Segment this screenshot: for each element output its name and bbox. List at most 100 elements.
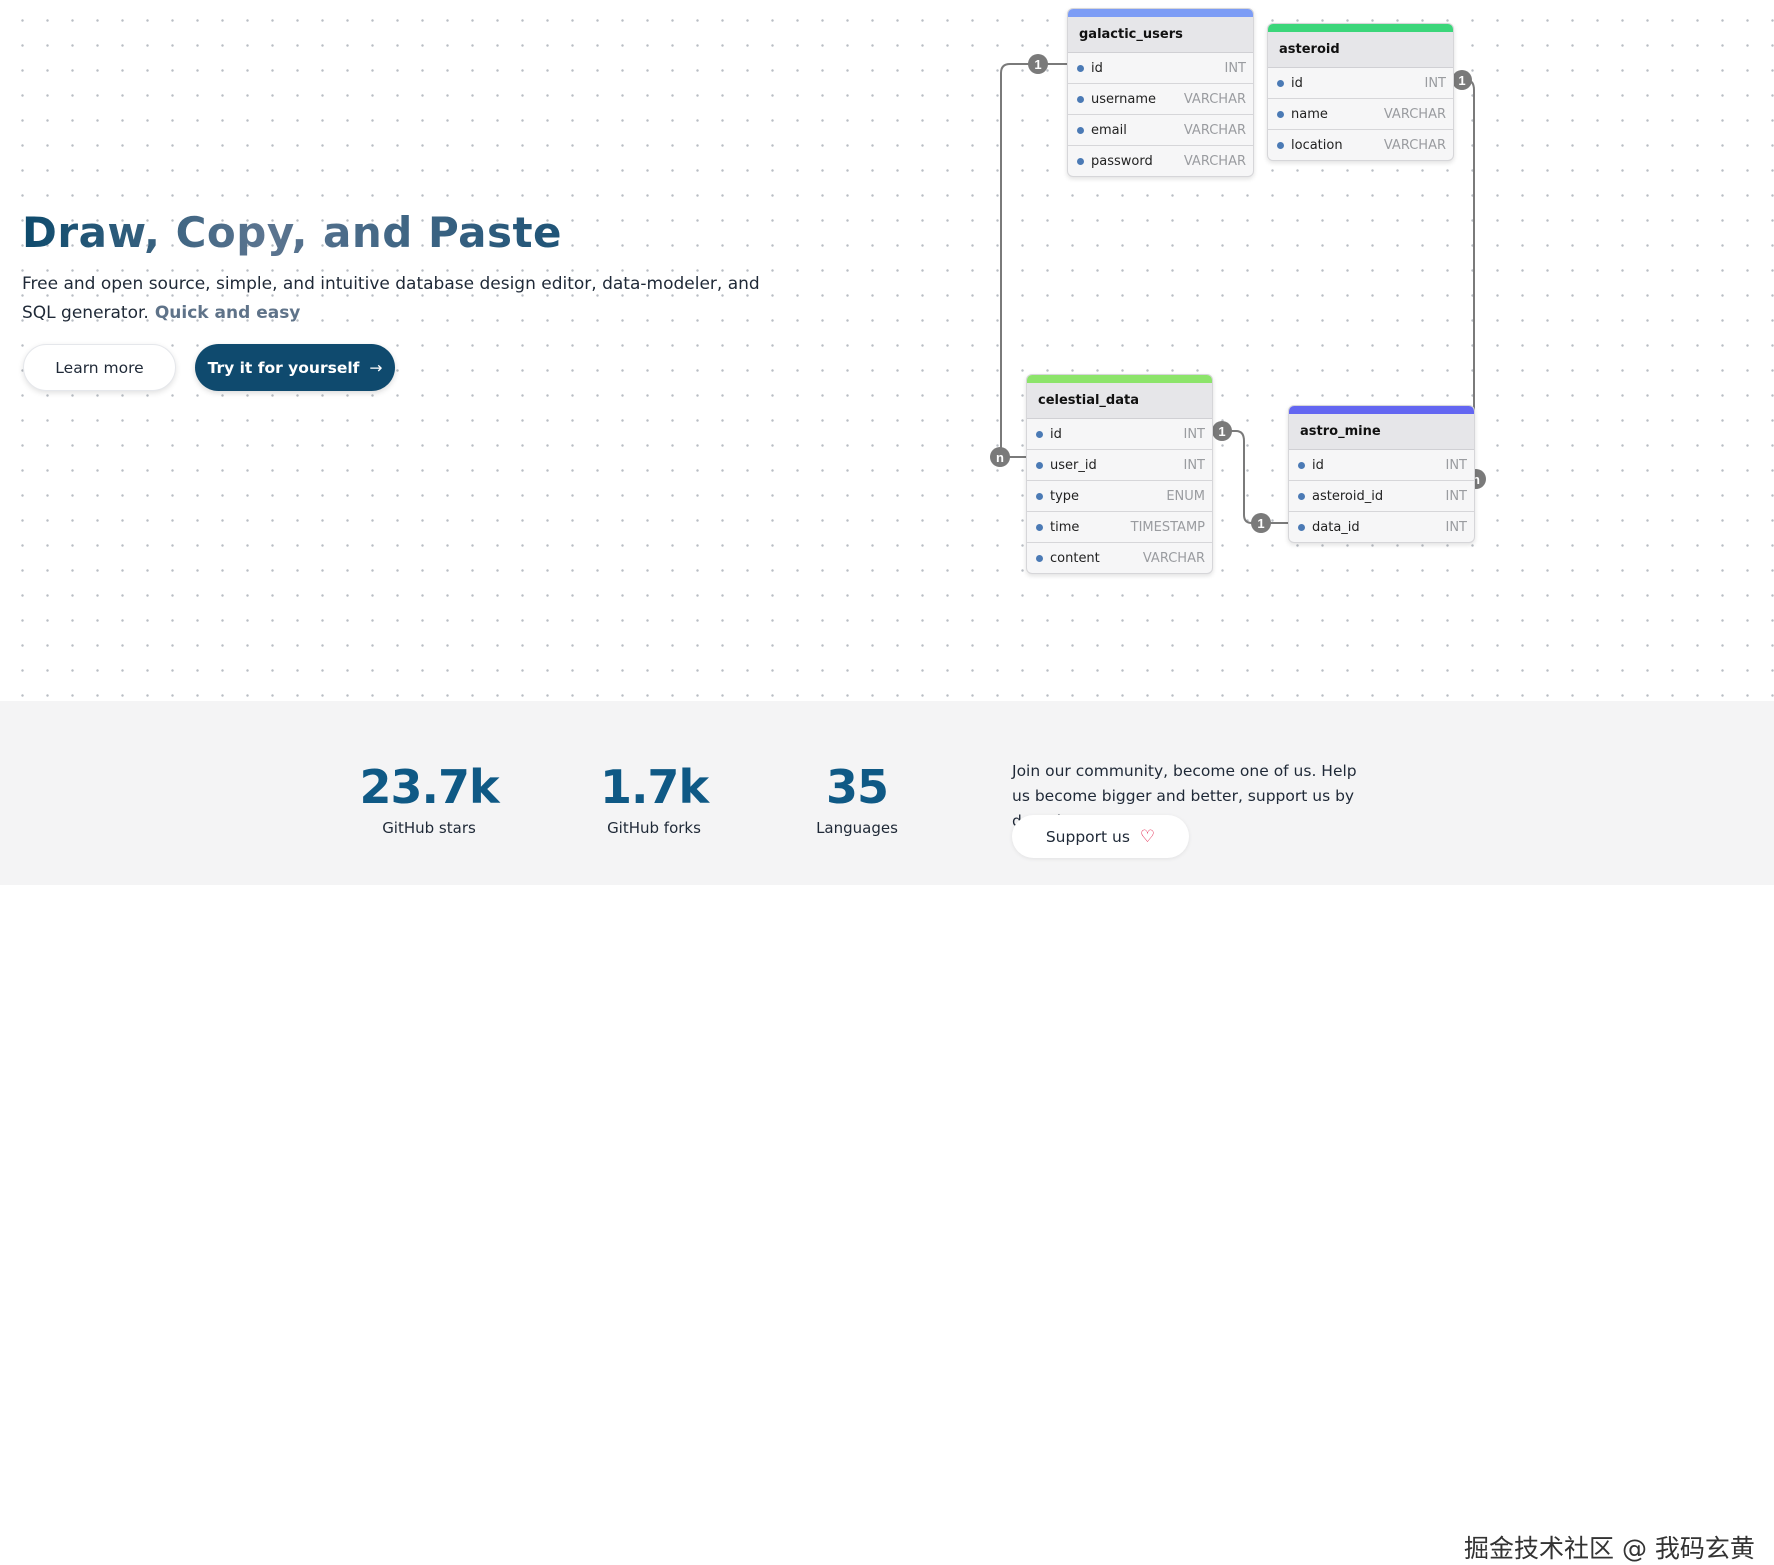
table-galactic-users[interactable]: galactic_users id INT username VARCHAR email V…	[1067, 8, 1254, 177]
field-name: user_id	[1050, 457, 1097, 473]
field-type: VARCHAR	[1142, 550, 1205, 566]
table-field[interactable]: username VARCHAR	[1068, 84, 1253, 115]
table-field[interactable]: password VARCHAR	[1068, 146, 1253, 176]
stat-languages: 35 Languages	[757, 761, 957, 837]
field-dot-icon	[1077, 95, 1084, 103]
field-name: id	[1091, 60, 1103, 76]
stat-github-forks: 1.7k GitHub forks	[554, 761, 754, 837]
table-field[interactable]: data_id INT	[1289, 512, 1474, 542]
field-name: password	[1091, 153, 1153, 169]
hero-title: Draw, Copy, and Paste	[22, 208, 563, 257]
field-name: content	[1050, 550, 1100, 566]
field-type: VARCHAR	[1183, 153, 1246, 169]
field-name: id	[1291, 75, 1303, 91]
field-name: username	[1091, 91, 1156, 107]
hero-highlight: Quick and easy	[154, 303, 301, 323]
table-field[interactable]: time TIMESTAMP	[1027, 512, 1212, 543]
table-field[interactable]: content VARCHAR	[1027, 543, 1212, 573]
field-name: location	[1291, 137, 1343, 153]
table-field[interactable]: name VARCHAR	[1268, 99, 1453, 130]
field-dot-icon	[1036, 554, 1043, 562]
field-dot-icon	[1277, 79, 1284, 87]
field-dot-icon	[1077, 157, 1084, 165]
stat-label: GitHub forks	[607, 819, 701, 837]
field-name: id	[1050, 426, 1062, 442]
field-dot-icon	[1277, 141, 1284, 149]
field-type: TIMESTAMP	[1130, 519, 1205, 535]
field-dot-icon	[1277, 110, 1284, 118]
table-color-bar	[1027, 375, 1212, 383]
field-type: INT	[1183, 457, 1206, 473]
table-field[interactable]: email VARCHAR	[1068, 115, 1253, 146]
svg-text:1: 1	[1218, 424, 1225, 439]
try-it-button[interactable]: Try it for yourself →	[195, 344, 395, 391]
stat-label: Languages	[816, 819, 898, 837]
field-name: data_id	[1312, 519, 1360, 535]
table-field[interactable]: asteroid_id INT	[1289, 481, 1474, 512]
arrow-right-icon: →	[369, 358, 383, 377]
cardinality-badge: 1	[1251, 513, 1271, 533]
field-type: VARCHAR	[1383, 137, 1446, 153]
field-type: INT	[1183, 426, 1206, 442]
field-type: INT	[1445, 488, 1468, 504]
table-name[interactable]: celestial_data	[1027, 383, 1212, 419]
field-name: type	[1050, 488, 1080, 504]
field-type: VARCHAR	[1383, 106, 1446, 122]
field-type: INT	[1445, 519, 1468, 535]
table-field[interactable]: id INT	[1289, 450, 1474, 481]
field-type: VARCHAR	[1183, 122, 1246, 138]
relationship-line	[1211, 430, 1288, 524]
relationship-lines: 1 n 1 n 1 1	[990, 54, 1486, 533]
table-field[interactable]: id INT	[1068, 53, 1253, 84]
heart-icon: ♡	[1139, 826, 1156, 847]
field-dot-icon	[1036, 523, 1043, 531]
table-color-bar	[1289, 406, 1474, 414]
stats-footer: 23.7k GitHub stars 1.7k GitHub forks 35 …	[0, 701, 1774, 1563]
table-field[interactable]: id INT	[1027, 419, 1212, 450]
svg-text:n: n	[996, 450, 1004, 465]
table-name[interactable]: astro_mine	[1289, 414, 1474, 450]
field-type: INT	[1445, 457, 1468, 473]
cardinality-badge: 1	[1028, 54, 1048, 74]
field-dot-icon	[1298, 461, 1305, 469]
field-dot-icon	[1298, 492, 1305, 500]
cardinality-badge: 1	[1452, 70, 1472, 90]
cardinality-badge: 1	[1212, 421, 1232, 441]
field-name: asteroid_id	[1312, 488, 1384, 504]
field-type: VARCHAR	[1183, 91, 1246, 107]
field-type: ENUM	[1166, 488, 1205, 504]
field-name: name	[1291, 106, 1328, 122]
field-name: id	[1312, 457, 1324, 473]
field-dot-icon	[1036, 492, 1043, 500]
table-field[interactable]: id INT	[1268, 68, 1453, 99]
svg-text:1: 1	[1257, 516, 1264, 531]
support-us-label: Support us	[1045, 827, 1130, 846]
learn-more-button[interactable]: Learn more	[23, 344, 176, 391]
stat-value: 1.7k	[599, 760, 709, 814]
stat-value: 23.7k	[359, 760, 499, 814]
hero-description-text: Free and open source, simple, and intuit…	[22, 274, 760, 323]
support-us-button[interactable]: Support us ♡	[1012, 815, 1189, 858]
learn-more-label: Learn more	[55, 358, 144, 377]
hero-description: Free and open source, simple, and intuit…	[22, 270, 782, 328]
table-asteroid[interactable]: asteroid id INT name VARCHAR location VARCHAR	[1267, 23, 1454, 161]
field-type: INT	[1424, 75, 1447, 91]
svg-text:1: 1	[1458, 73, 1465, 88]
svg-text:n: n	[1472, 472, 1480, 487]
table-name[interactable]: asteroid	[1268, 32, 1453, 68]
table-name[interactable]: galactic_users	[1068, 17, 1253, 53]
stat-github-stars: 23.7k GitHub stars	[329, 761, 529, 837]
table-field[interactable]: type ENUM	[1027, 481, 1212, 512]
field-dot-icon	[1077, 126, 1084, 134]
field-dot-icon	[1298, 523, 1305, 531]
stat-value: 35	[825, 760, 889, 814]
field-dot-icon	[1036, 461, 1043, 469]
watermark: 掘金技术社区 @ 我码玄黄	[1464, 1534, 1755, 1563]
table-field[interactable]: user_id INT	[1027, 450, 1212, 481]
field-name: time	[1050, 519, 1080, 535]
cardinality-badge: n	[990, 447, 1010, 467]
svg-text:1: 1	[1034, 57, 1041, 72]
table-field[interactable]: location VARCHAR	[1268, 130, 1453, 160]
